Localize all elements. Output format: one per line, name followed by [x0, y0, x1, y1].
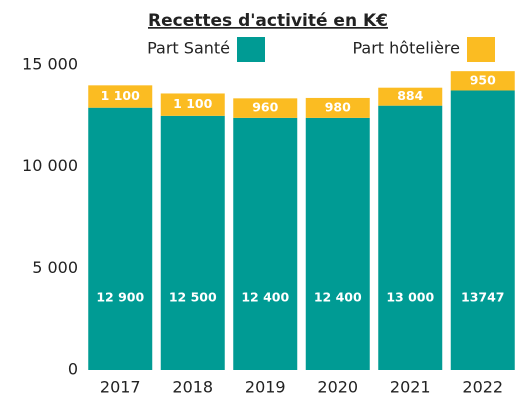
value-label: 1 100: [101, 88, 140, 103]
legend-swatch: [237, 37, 265, 62]
bar-segment: [378, 87, 443, 106]
value-label: 1 100: [173, 96, 212, 111]
bar-segment: [305, 117, 370, 370]
bar-segment: [305, 97, 370, 118]
bar-segment: [378, 105, 443, 371]
bar-segment: [233, 98, 298, 118]
chart-title: Recettes d'activité en K€: [148, 11, 388, 31]
x-tick-label: 2022: [462, 378, 503, 397]
bar-segment: [160, 115, 225, 370]
value-label: 12 400: [241, 290, 289, 305]
x-tick-label: 2019: [245, 378, 286, 397]
bar-segment: [88, 107, 153, 370]
bar-segment: [88, 85, 153, 108]
value-label: 13747: [461, 290, 505, 305]
value-label: 960: [252, 100, 278, 115]
legend-label: Part hôtelière: [352, 39, 460, 58]
bar-segment: [160, 93, 225, 116]
value-label: 12 500: [169, 290, 217, 305]
y-tick-label: 15 000: [22, 55, 78, 74]
bar-segment: [450, 90, 515, 371]
legend-label: Part Santé: [147, 39, 230, 58]
value-label: 884: [397, 88, 423, 103]
y-tick-label: 10 000: [22, 156, 78, 175]
x-tick-label: 2020: [317, 378, 358, 397]
value-label: 950: [470, 72, 496, 87]
x-tick-label: 2021: [390, 378, 431, 397]
value-label: 13 000: [386, 290, 434, 305]
value-label: 12 900: [96, 290, 144, 305]
value-label: 12 400: [314, 290, 362, 305]
bar-segment: [233, 117, 298, 370]
y-tick-label: 0: [68, 360, 78, 379]
x-tick-label: 2018: [172, 378, 213, 397]
legend-swatch: [467, 37, 495, 62]
x-tick-label: 2017: [100, 378, 141, 397]
value-label: 980: [325, 99, 351, 114]
bar-segment: [450, 71, 515, 91]
y-tick-label: 5 000: [32, 258, 78, 277]
